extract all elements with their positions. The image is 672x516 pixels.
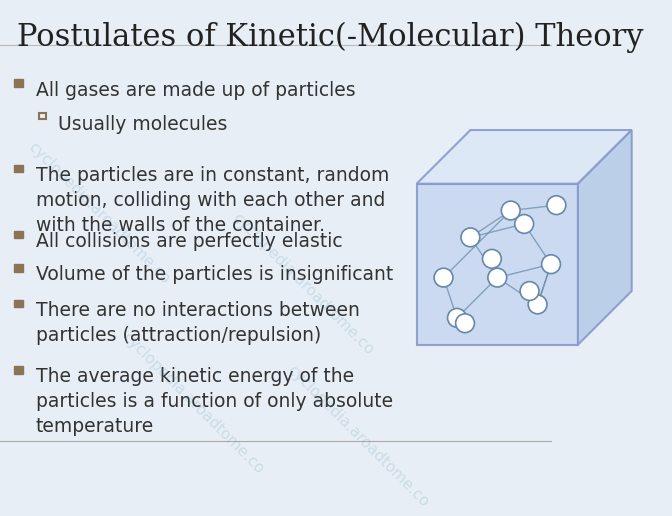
Text: All collisions are perfectly elastic: All collisions are perfectly elastic xyxy=(36,232,343,251)
Text: cyclopedia.aroadtome.co: cyclopedia.aroadtome.co xyxy=(229,211,376,358)
Text: cyclopedia.aroadtome.co: cyclopedia.aroadtome.co xyxy=(26,140,173,287)
Circle shape xyxy=(482,249,501,268)
Circle shape xyxy=(434,268,453,287)
Text: All gases are made up of particles: All gases are made up of particles xyxy=(36,80,355,100)
Text: Volume of the particles is insignificant: Volume of the particles is insignificant xyxy=(36,265,393,284)
Circle shape xyxy=(448,309,466,327)
Bar xyxy=(13,165,23,172)
Text: cyclopedia.aroadtome.co: cyclopedia.aroadtome.co xyxy=(119,329,267,477)
Polygon shape xyxy=(417,184,578,345)
Circle shape xyxy=(456,314,474,333)
Text: Usually molecules: Usually molecules xyxy=(58,115,227,134)
Bar xyxy=(13,300,23,307)
Circle shape xyxy=(461,228,480,247)
Circle shape xyxy=(501,201,520,220)
Bar xyxy=(13,79,23,87)
Circle shape xyxy=(547,196,566,215)
Circle shape xyxy=(488,268,507,287)
Circle shape xyxy=(520,282,539,300)
Polygon shape xyxy=(417,130,632,184)
Text: There are no interactions between
particles (attraction/repulsion): There are no interactions between partic… xyxy=(36,301,360,345)
Text: cyclopedia.aroadtome.co: cyclopedia.aroadtome.co xyxy=(284,362,431,510)
Text: The average kinetic energy of the
particles is a function of only absolute
tempe: The average kinetic energy of the partic… xyxy=(36,367,393,437)
Bar xyxy=(13,366,23,374)
Circle shape xyxy=(542,255,560,273)
Bar xyxy=(13,264,23,271)
Polygon shape xyxy=(578,130,632,345)
Circle shape xyxy=(528,295,547,314)
Circle shape xyxy=(515,215,534,233)
Bar xyxy=(13,231,23,238)
Text: Postulates of Kinetic(-Molecular) Theory: Postulates of Kinetic(-Molecular) Theory xyxy=(17,21,643,53)
Text: The particles are in constant, random
motion, colliding with each other and
with: The particles are in constant, random mo… xyxy=(36,166,389,235)
